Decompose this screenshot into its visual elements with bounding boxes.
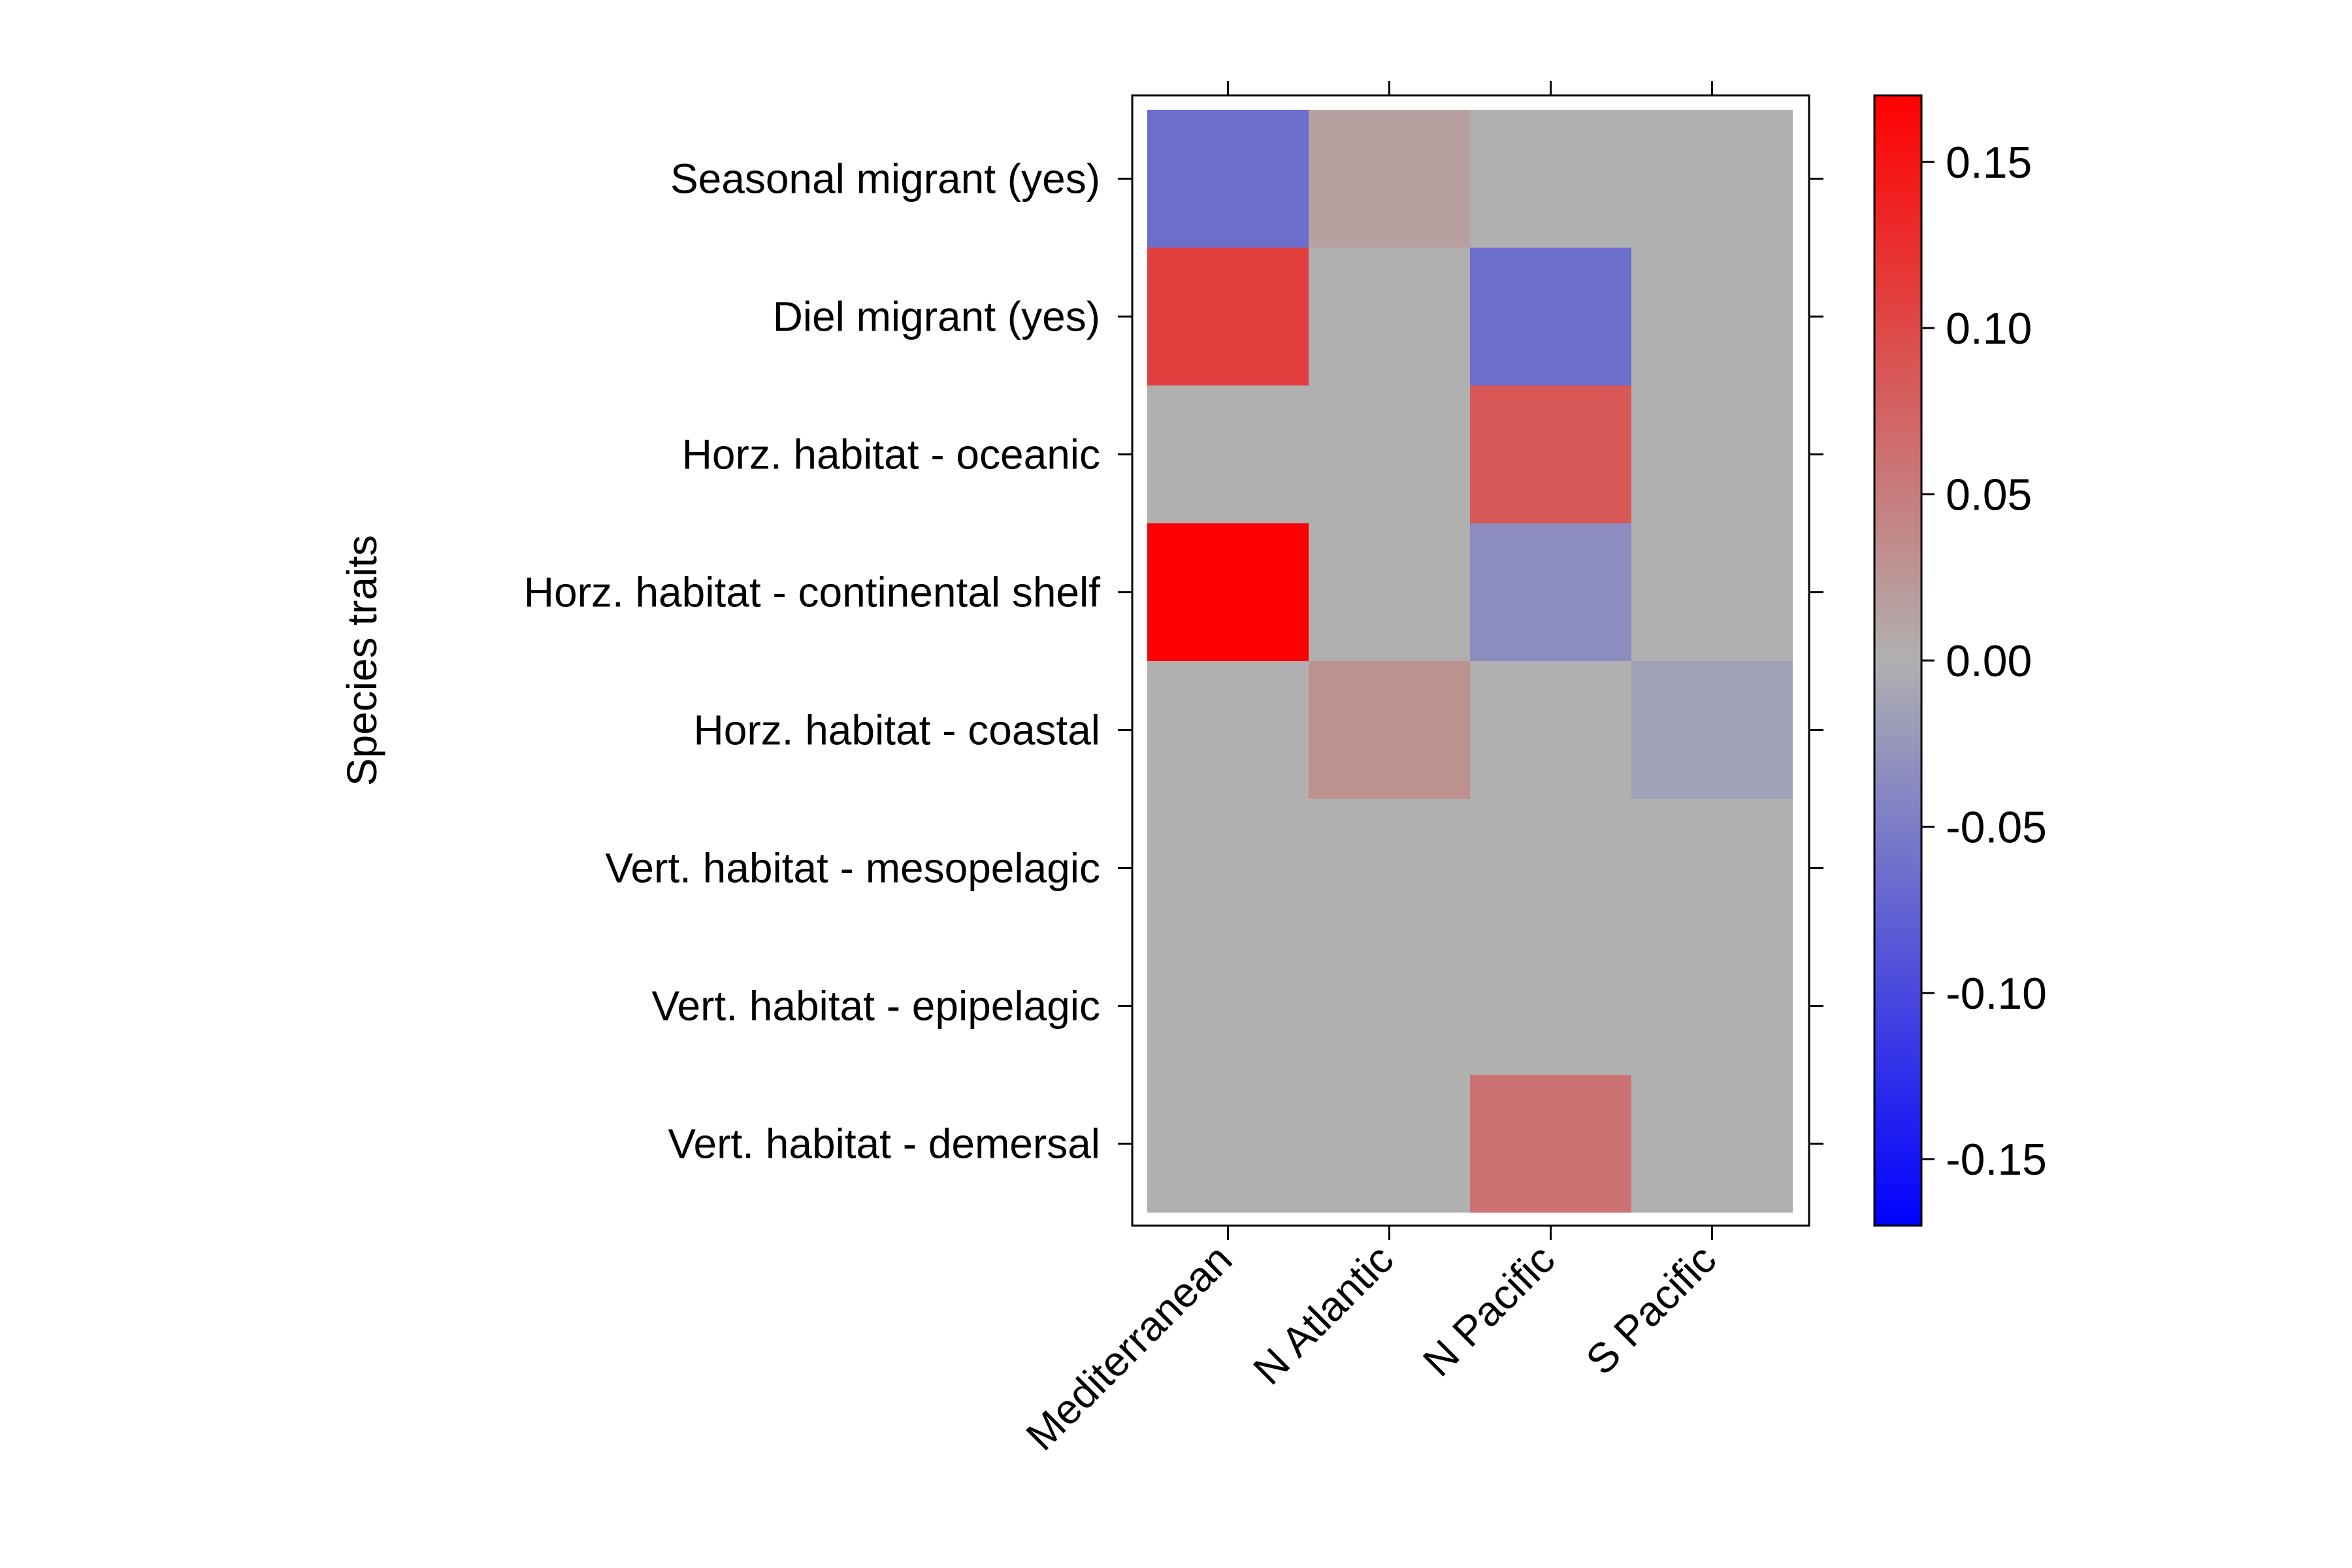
heatmap-cell [1470, 661, 1631, 799]
heatmap-cell [1147, 937, 1309, 1075]
axis-ticks [1118, 81, 1823, 1240]
heatmap-cell [1631, 1075, 1793, 1213]
heatmap-cell [1147, 385, 1309, 523]
colorbar [1873, 94, 1923, 1227]
y-tick-label: Horz. habitat - oceanic [682, 431, 1100, 478]
y-tick-label: Vert. habitat - demersal [668, 1120, 1100, 1168]
heatmap-cell [1631, 523, 1793, 661]
heatmap-cell [1309, 523, 1470, 661]
heatmap-cell [1631, 937, 1793, 1075]
heatmap-cell [1309, 110, 1470, 248]
y-tick-label: Horz. habitat - continental shelf [524, 569, 1100, 616]
colorbar-tick-label: 0.15 [1946, 138, 2032, 188]
colorbar-ticks: 0.15 0.10 0.05 0.00 -0.05 -0.10 -0.15 [1921, 138, 2047, 1184]
colorbar-tick-label: -0.05 [1946, 802, 2047, 852]
heatmap-cell [1147, 523, 1309, 661]
x-tick-labels: Mediterranean N Atlantic N Pacific S Pacifi… [1017, 1235, 1725, 1460]
plot-frame [1131, 94, 1810, 1227]
heatmap-cell [1147, 1075, 1309, 1213]
heatmap-cell [1631, 110, 1793, 248]
heatmap-cell [1309, 937, 1470, 1075]
colorbar-tick-label: 0.00 [1946, 636, 2032, 686]
colorbar-tick-label: -0.15 [1946, 1135, 2047, 1184]
heatmap-cell [1147, 248, 1309, 385]
heatmap-cell [1470, 1075, 1631, 1213]
heatmap-cell [1147, 661, 1309, 799]
y-tick-label: Vert. habitat - epipelagic [651, 983, 1100, 1030]
heatmap-cell [1631, 799, 1793, 937]
heatmap-cell [1309, 248, 1470, 385]
heatmap-cell [1631, 661, 1793, 799]
y-tick-label: Horz. habitat - coastal [694, 707, 1101, 754]
heatmap-cell [1470, 523, 1631, 661]
colorbar-tick-label: -0.10 [1946, 969, 2047, 1019]
colorbar-tick-label: 0.10 [1946, 304, 2032, 353]
heatmap-cell [1147, 799, 1309, 937]
heatmap-cells [1147, 110, 1793, 1213]
heatmap-cell [1470, 799, 1631, 937]
heatmap-cell [1470, 937, 1631, 1075]
heatmap-cell [1470, 385, 1631, 523]
heatmap-cell [1470, 110, 1631, 248]
y-tick-labels: Seasonal migrant (yes) Diel migrant (yes)… [524, 155, 1100, 1168]
y-tick-label: Vert. habitat - mesopelagic [605, 845, 1100, 892]
x-tick-label: Mediterranean [1017, 1235, 1241, 1460]
y-tick-label: Seasonal migrant (yes) [670, 155, 1100, 203]
x-tick-label: N Pacific [1414, 1235, 1563, 1385]
x-tick-label: S Pacific [1576, 1235, 1725, 1384]
colorbar-tick-label: 0.05 [1946, 470, 2032, 520]
x-tick-label: N Atlantic [1244, 1235, 1402, 1394]
heatmap-cell [1309, 799, 1470, 937]
heatmap-cell [1309, 661, 1470, 799]
heatmap-cell [1309, 1075, 1470, 1213]
y-axis-label: Species traits [338, 535, 385, 786]
y-tick-label: Diel migrant (yes) [773, 293, 1100, 340]
heatmap-cell [1631, 385, 1793, 523]
heatmap-cell [1147, 110, 1309, 248]
heatmap-cell [1309, 385, 1470, 523]
heatmap-cell [1470, 248, 1631, 385]
heatmap-cell [1631, 248, 1793, 385]
